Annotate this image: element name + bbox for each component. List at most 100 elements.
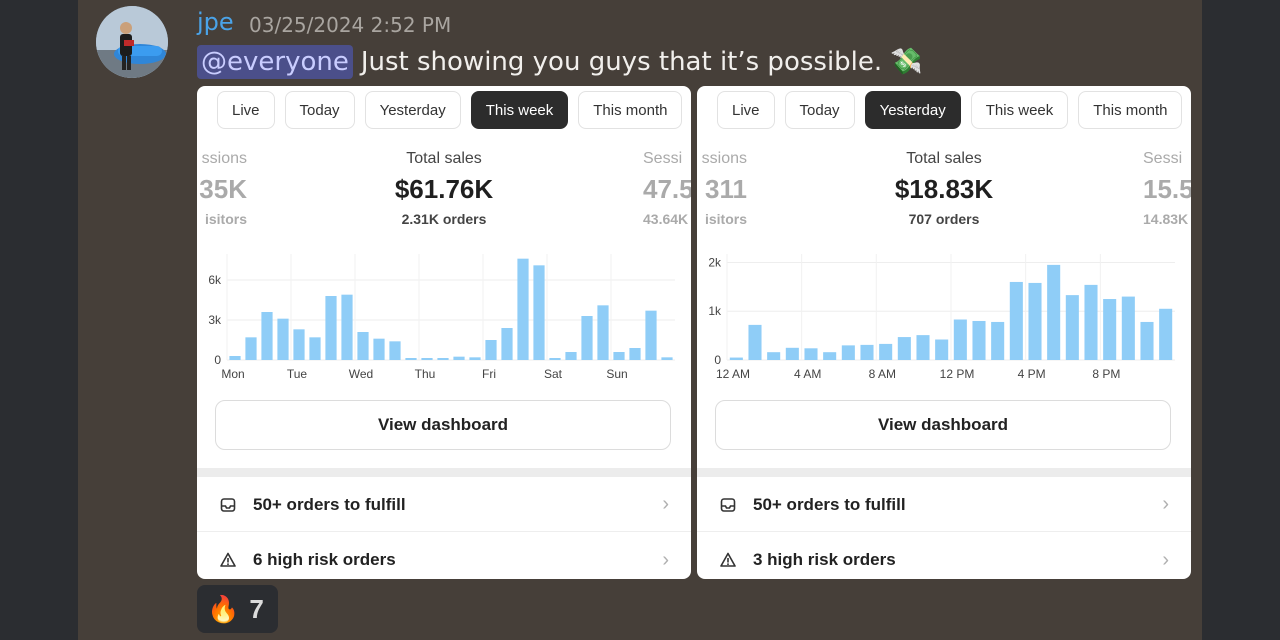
bar	[748, 324, 762, 360]
bar	[860, 344, 874, 360]
high-risk-orders-row[interactable]: 6 high risk orders ›	[197, 533, 691, 579]
bar	[972, 320, 986, 360]
tab-this-month[interactable]: This month	[1078, 91, 1183, 129]
bar	[517, 258, 529, 360]
bar	[1065, 295, 1079, 360]
warning-icon	[219, 551, 237, 569]
metric-label: Total sales	[906, 150, 982, 167]
bar	[1028, 282, 1042, 360]
reaction-count: 7	[249, 593, 264, 624]
metric-sub: 14.83K	[1143, 211, 1189, 227]
orders-to-fulfill-row[interactable]: 50+ orders to fulfill ›	[697, 478, 1191, 532]
bar	[823, 352, 837, 360]
y-tick-label: 0	[214, 353, 221, 367]
section-divider	[697, 468, 1191, 477]
metric-sub: 43.64K	[643, 211, 689, 227]
metric-value: $18.83K	[894, 174, 994, 204]
message-body: Just showing you guys that it’s possible…	[360, 47, 883, 77]
money-with-wings-emoji: 💸	[890, 47, 923, 77]
high-risk-orders-row[interactable]: 3 high risk orders ›	[697, 533, 1191, 579]
section-divider	[197, 468, 691, 477]
bar	[245, 337, 257, 360]
bar	[229, 356, 241, 360]
bar	[935, 339, 949, 360]
sales-bar-chart: 0 3k 6k Mon Tue Wed Thu Fri Sat Sun	[208, 254, 675, 381]
y-tick-label: 2k	[708, 255, 722, 269]
x-tick-label: Fri	[482, 367, 496, 381]
x-tick-label: 8 PM	[1092, 367, 1120, 381]
metric-value: 35K	[199, 174, 247, 204]
metric-label: Total sales	[406, 150, 482, 167]
bar	[469, 357, 481, 360]
message-author[interactable]: jpe	[197, 8, 234, 36]
x-tick-label: 4 AM	[794, 367, 821, 381]
x-tick-label: 4 PM	[1018, 367, 1046, 381]
bar	[453, 356, 465, 360]
bar	[1103, 299, 1117, 360]
bar	[437, 358, 449, 360]
tab-this-week[interactable]: This week	[970, 91, 1069, 129]
sessions-metric-partial: ssions 311 isitors	[697, 150, 747, 227]
bar	[373, 338, 385, 360]
total-sales-metric: Total sales $61.76K 2.31K orders	[344, 150, 544, 227]
bar	[597, 305, 609, 360]
tab-live[interactable]: Live	[217, 91, 275, 129]
bar	[661, 357, 673, 360]
right-sidebar	[1202, 0, 1280, 640]
tab-today[interactable]: Today	[284, 91, 355, 129]
view-dashboard-button[interactable]: View dashboard	[715, 400, 1171, 450]
user-avatar[interactable]	[96, 6, 168, 78]
chevron-right-icon: ›	[662, 493, 669, 515]
tab-yesterday[interactable]: Yesterday	[364, 91, 461, 129]
metric-label: Sessi	[1143, 150, 1183, 167]
x-tick-label: 12 PM	[940, 367, 975, 381]
bar	[357, 332, 369, 360]
tab-this-week[interactable]: This week	[470, 91, 569, 129]
x-tick-label: Tue	[287, 367, 308, 381]
y-tick-label: 1k	[708, 304, 722, 318]
bar	[405, 358, 417, 360]
tab-yesterday[interactable]: Yesterday	[864, 91, 961, 129]
bar	[729, 357, 743, 360]
bar	[953, 319, 967, 360]
metric-value: 47.5	[643, 174, 691, 204]
x-tick-label: 12 AM	[716, 367, 750, 381]
screenshot-attachment-yesterday[interactable]: Live Today Yesterday This week This mont…	[697, 86, 1191, 579]
y-tick-label: 0	[714, 353, 721, 367]
view-dashboard-button[interactable]: View dashboard	[215, 400, 671, 450]
x-tick-label: Sun	[606, 367, 627, 381]
x-tick-label: Wed	[349, 367, 373, 381]
screenshot-attachment-this-week[interactable]: Live Today Yesterday This week This mont…	[197, 86, 691, 579]
bar	[841, 345, 855, 360]
bar	[293, 329, 305, 360]
bar	[879, 343, 893, 360]
bar	[261, 312, 273, 360]
fire-reaction[interactable]: 🔥 7	[197, 585, 278, 633]
metric-label: ssions	[201, 150, 247, 167]
everyone-mention[interactable]: @everyone	[197, 45, 353, 79]
metric-sub: isitors	[204, 211, 247, 227]
y-tick-label: 6k	[208, 273, 222, 287]
bar	[1009, 281, 1023, 360]
inbox-icon	[719, 496, 737, 514]
tab-this-month[interactable]: This month	[578, 91, 683, 129]
tab-live[interactable]: Live	[717, 91, 775, 129]
chevron-right-icon: ›	[1162, 548, 1169, 571]
bar	[1121, 296, 1135, 360]
x-tick-label: Mon	[221, 367, 244, 381]
bar	[804, 348, 818, 360]
x-tick-label: Thu	[415, 367, 436, 381]
total-sales-metric: Total sales $18.83K 707 orders	[844, 150, 1044, 227]
chevron-right-icon: ›	[1162, 493, 1169, 515]
date-range-tabs: Live Today Yesterday This week This mont…	[217, 91, 691, 131]
date-range-tabs: Live Today Yesterday This week This mont…	[717, 91, 1191, 131]
message-text: @everyone Just showing you guys that it’…	[197, 42, 923, 82]
sales-bar-chart: 0 1k 2k 12 AM 4 AM 8 AM 12 PM 4 PM 8 PM	[708, 254, 1175, 381]
tab-today[interactable]: Today	[784, 91, 855, 129]
bar	[325, 296, 337, 360]
metric-sub: 707 orders	[908, 211, 980, 227]
left-sidebar	[0, 0, 78, 640]
bar	[277, 318, 289, 360]
bar	[916, 335, 930, 360]
orders-to-fulfill-row[interactable]: 50+ orders to fulfill ›	[197, 478, 691, 532]
